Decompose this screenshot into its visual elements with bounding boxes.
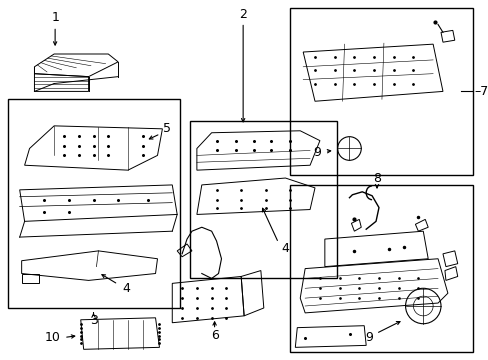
Text: 6: 6: [210, 329, 218, 342]
Text: 1: 1: [51, 11, 59, 24]
Text: –7: –7: [473, 85, 488, 98]
Bar: [290, 8, 471, 175]
Text: 3: 3: [89, 314, 97, 327]
Text: 9: 9: [365, 331, 372, 344]
Text: 10: 10: [45, 331, 61, 344]
Bar: [290, 185, 471, 352]
Bar: [190, 121, 336, 278]
Text: 4: 4: [122, 282, 130, 295]
Bar: [8, 99, 180, 308]
Text: 2: 2: [239, 8, 246, 21]
Text: 9: 9: [312, 146, 320, 159]
Text: 4: 4: [281, 242, 289, 255]
Text: 8: 8: [372, 171, 380, 185]
Text: 5: 5: [163, 122, 171, 135]
